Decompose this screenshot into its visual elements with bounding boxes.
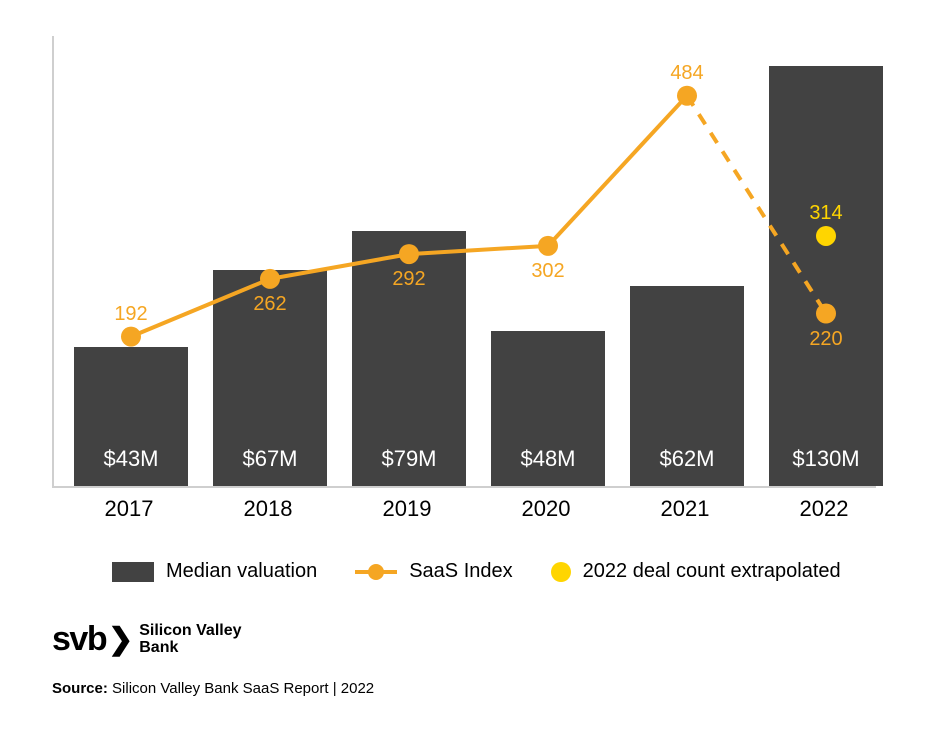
legend-item: SaaS Index	[355, 560, 512, 583]
x-axis-label: 2020	[522, 496, 571, 522]
line-marker	[816, 304, 836, 324]
legend: Median valuation SaaS Index 2022 deal coun…	[112, 560, 841, 583]
line-segment	[548, 96, 687, 246]
line-segment	[687, 96, 826, 314]
source-text: Silicon Valley Bank SaaS Report | 2022	[108, 680, 374, 697]
x-axis-label: 2019	[383, 496, 432, 522]
source-line: Source: Silicon Valley Bank SaaS Report …	[52, 680, 374, 697]
line-value-label: 292	[392, 268, 425, 291]
line-value-label: 302	[531, 260, 564, 283]
logo-text: Silicon Valley Bank	[139, 623, 241, 657]
plot-area: $43M$67M$79M$48M$62M$130M 19226229230248…	[52, 36, 876, 488]
extrapolated-value-label: 314	[809, 202, 842, 225]
legend-label: 2022 deal count extrapolated	[583, 560, 841, 583]
legend-swatch-line-icon	[355, 562, 397, 582]
legend-label: SaaS Index	[409, 560, 512, 583]
line-marker	[538, 236, 558, 256]
x-axis-label: 2021	[661, 496, 710, 522]
extrapolated-marker	[816, 226, 836, 246]
line-marker	[260, 269, 280, 289]
legend-item: 2022 deal count extrapolated	[551, 560, 841, 583]
logo-mark: svb	[52, 620, 106, 659]
logo-line1: Silicon Valley	[139, 623, 241, 640]
chart-container: $43M$67M$79M$48M$62M$130M 19226229230248…	[52, 36, 876, 516]
x-axis-label: 2017	[105, 496, 154, 522]
source-prefix: Source:	[52, 680, 108, 697]
logo-line2: Bank	[139, 640, 241, 657]
line-value-label: 220	[809, 328, 842, 351]
legend-label: Median valuation	[166, 560, 317, 583]
line-segment	[270, 254, 409, 279]
legend-item: Median valuation	[112, 560, 317, 583]
line-value-label: 192	[114, 303, 147, 326]
logo-chevron-icon: ❯	[108, 622, 133, 657]
line-value-label: 262	[253, 293, 286, 316]
legend-swatch-dot-icon	[551, 562, 571, 582]
line-segment	[131, 279, 270, 337]
line-overlay	[54, 36, 878, 488]
line-marker	[121, 327, 141, 347]
x-axis-label: 2018	[244, 496, 293, 522]
x-axis-label: 2022	[800, 496, 849, 522]
svb-logo: svb ❯ Silicon Valley Bank	[52, 620, 242, 659]
line-marker	[399, 244, 419, 264]
legend-swatch-bar-icon	[112, 562, 154, 582]
line-value-label: 484	[670, 62, 703, 85]
line-segment	[409, 246, 548, 254]
line-marker	[677, 86, 697, 106]
